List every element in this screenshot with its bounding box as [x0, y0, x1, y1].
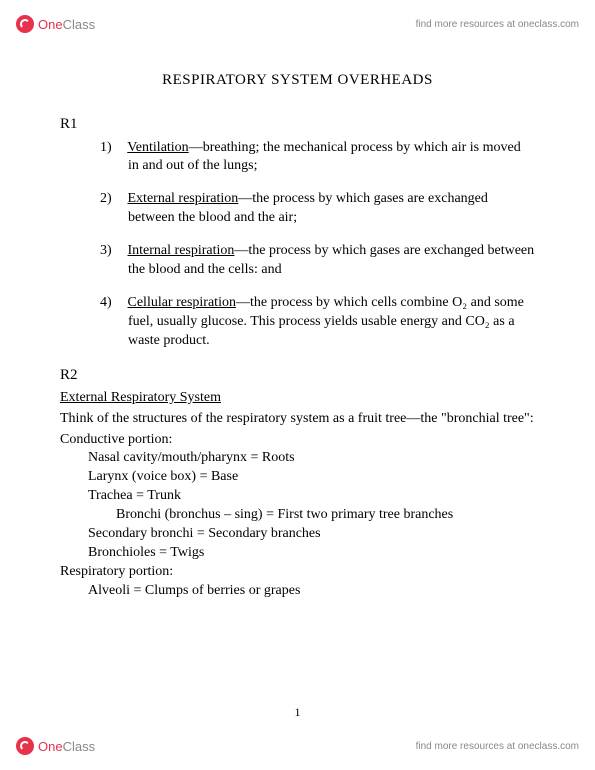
r2-heading: External Respiratory System [60, 389, 535, 408]
item-number: 2) [100, 190, 124, 209]
brand-logo-footer: OneClass [16, 737, 95, 755]
item-number: 4) [100, 294, 124, 313]
list-item: 4) Cellular respiration—the process by w… [100, 294, 535, 351]
conductive-item: Bronchioles = Twigs [88, 544, 535, 563]
header: OneClass find more resources at oneclass… [0, 0, 595, 40]
logo-class: Class [63, 739, 96, 754]
list-item: 2) External respiration—the process by w… [100, 190, 535, 228]
item-term: External respiration [128, 191, 239, 206]
item-term: Ventilation [127, 140, 188, 155]
conductive-item: Secondary bronchi = Secondary branches [88, 525, 535, 544]
list-item: 3) Internal respiration—the process by w… [100, 242, 535, 280]
item-number: 3) [100, 242, 124, 261]
conductive-item: Trachea = Trunk [88, 487, 535, 506]
r1-label: R1 [60, 114, 535, 134]
conductive-item: Larynx (voice box) = Base [88, 468, 535, 487]
logo-class: Class [63, 17, 96, 32]
page-number: 1 [0, 705, 595, 720]
r2-section: R2 External Respiratory System Think of … [60, 365, 535, 601]
logo-one: One [38, 739, 63, 754]
item-number: 1) [100, 139, 124, 158]
item-term: Cellular respiration [128, 295, 236, 310]
footer-tagline: find more resources at oneclass.com [416, 741, 579, 752]
conductive-item: Bronchi (bronchus – sing) = First two pr… [116, 506, 535, 525]
conductive-list: Nasal cavity/mouth/pharynx = RootsLarynx… [60, 449, 535, 562]
logo-text: OneClass [38, 17, 95, 32]
list-item: 1) Ventilation—breathing; the mechanical… [100, 139, 535, 177]
conductive-item: Nasal cavity/mouth/pharynx = Roots [88, 449, 535, 468]
r2-intro: Think of the structures of the respirato… [60, 410, 535, 429]
brand-logo: OneClass [16, 15, 95, 33]
logo-text: OneClass [38, 739, 95, 754]
footer: OneClass find more resources at oneclass… [0, 730, 595, 770]
respiratory-label: Respiratory portion: [60, 563, 535, 582]
conductive-label: Conductive portion: [60, 431, 535, 450]
document-content: RESPIRATORY SYSTEM OVERHEADS R1 1) Venti… [0, 50, 595, 720]
logo-icon [16, 15, 34, 33]
logo-icon [16, 737, 34, 755]
r2-label: R2 [60, 365, 535, 385]
r1-list: 1) Ventilation—breathing; the mechanical… [60, 139, 535, 351]
logo-one: One [38, 17, 63, 32]
respiratory-list: Alveoli = Clumps of berries or grapes [60, 582, 535, 601]
item-term: Internal respiration [128, 243, 235, 258]
respiratory-item: Alveoli = Clumps of berries or grapes [88, 582, 535, 601]
header-tagline: find more resources at oneclass.com [416, 19, 579, 30]
page-title: RESPIRATORY SYSTEM OVERHEADS [60, 70, 535, 90]
